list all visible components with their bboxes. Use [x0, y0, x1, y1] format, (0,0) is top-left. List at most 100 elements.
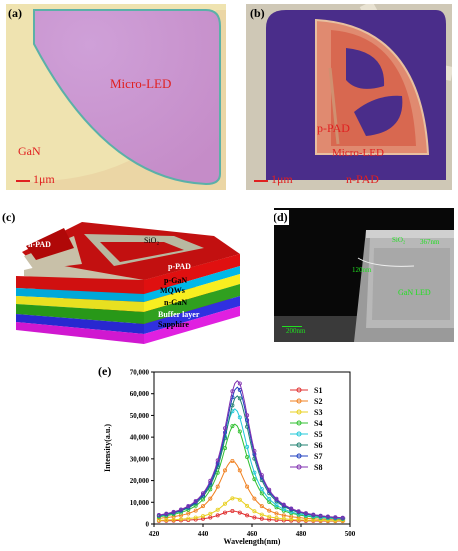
- data-point-S8: [245, 413, 250, 418]
- data-point-S3: [164, 517, 169, 522]
- data-point-S3: [237, 497, 242, 502]
- data-point-S5: [237, 415, 242, 420]
- panel-b-npad-label: n-PAD: [346, 172, 379, 186]
- data-point-S8: [237, 381, 242, 386]
- data-point-S8: [252, 449, 257, 454]
- data-point-S8: [230, 389, 235, 394]
- layer-label-pgan: p-GaN: [164, 276, 188, 285]
- legend-label-S1: S1: [314, 386, 322, 395]
- panel-b-image: [246, 4, 452, 190]
- panel-a-label: (a): [8, 6, 22, 20]
- x-tick-label: 440: [198, 530, 209, 538]
- legend-label-S2: S2: [314, 397, 322, 406]
- panel-e-label: (e): [98, 364, 112, 378]
- data-point-S3: [259, 512, 264, 517]
- data-point-S8: [267, 487, 272, 492]
- data-point-S8: [318, 513, 323, 518]
- layer-label-npad: n-PAD: [28, 240, 51, 249]
- data-point-S3: [267, 514, 272, 519]
- x-tick-label: 500: [345, 530, 356, 538]
- data-point-S3: [179, 517, 184, 522]
- panel-c-diagram: [16, 222, 240, 344]
- data-point-S2: [186, 511, 191, 516]
- legend-label-S4: S4: [314, 419, 322, 428]
- data-point-S5: [259, 487, 264, 492]
- panel-d-scale-label: 200nm: [286, 327, 306, 335]
- y-tick-label: 30,000: [130, 455, 150, 463]
- data-point-S8: [311, 512, 316, 517]
- data-point-S8: [156, 512, 161, 517]
- data-point-S1: [201, 516, 206, 521]
- panel-c-label: (c): [2, 210, 16, 224]
- data-point-S1: [215, 513, 220, 518]
- data-point-S8: [303, 511, 308, 516]
- data-point-S5: [274, 503, 279, 508]
- y-tick-label: 40,000: [130, 434, 150, 442]
- x-tick-label: 460: [247, 530, 258, 538]
- panel-d-image: [274, 208, 454, 342]
- layer-label-sapphire: Sapphire: [158, 320, 189, 329]
- legend-label-S5: S5: [314, 430, 322, 439]
- legend-label-S7: S7: [314, 452, 322, 461]
- data-point-S1: [230, 508, 235, 513]
- panel-a-microled-label: Micro-LED: [110, 76, 172, 91]
- data-point-S6: [237, 396, 242, 401]
- legend-marker-S6: [296, 442, 302, 448]
- data-point-S3: [252, 509, 257, 514]
- data-point-S8: [296, 509, 301, 514]
- data-point-S2: [274, 511, 279, 516]
- data-point-S5: [252, 470, 257, 475]
- panel-b-label: (b): [250, 6, 265, 20]
- y-tick-label: 10,000: [130, 499, 150, 507]
- data-point-S2: [252, 496, 257, 501]
- legend-marker-S7: [296, 453, 302, 459]
- data-point-S5: [267, 496, 272, 501]
- data-point-S8: [179, 507, 184, 512]
- data-point-S1: [245, 513, 250, 518]
- scale-bar: [254, 180, 268, 182]
- data-point-S4: [193, 503, 198, 508]
- data-point-S8: [274, 496, 279, 501]
- data-point-S3: [230, 496, 235, 501]
- data-point-S4: [237, 429, 242, 434]
- legend-label-S3: S3: [314, 408, 322, 417]
- y-tick-label: 20,000: [130, 477, 150, 485]
- legend-marker-S1: [296, 387, 302, 393]
- data-point-S1: [267, 517, 272, 522]
- panel-e: (e) 420 440 460 480 500 0 10,000 20,000 30,000 40…: [98, 364, 360, 546]
- data-point-S3: [281, 516, 286, 521]
- data-point-S3: [193, 515, 198, 520]
- data-point-S2: [201, 504, 206, 509]
- data-point-S8: [340, 515, 345, 520]
- data-point-S3: [303, 518, 308, 523]
- data-point-S3: [223, 501, 228, 506]
- data-point-S2: [223, 468, 228, 473]
- scale-bar: [282, 326, 302, 327]
- panel-a: (a) Micro-LED GaN 1μm: [6, 4, 226, 190]
- data-point-S1: [252, 515, 257, 520]
- data-point-S8: [171, 509, 176, 514]
- data-point-S3: [274, 515, 279, 520]
- data-point-S3: [171, 517, 176, 522]
- y-tick-label: 60,000: [130, 390, 150, 398]
- data-point-S8: [333, 515, 338, 520]
- panel-b-scale-label: 1μm: [271, 172, 293, 186]
- data-point-S4: [252, 477, 257, 482]
- data-point-S1: [208, 515, 213, 520]
- panel-a-image: [6, 4, 226, 190]
- data-point-S8: [186, 503, 191, 508]
- data-point-S5: [245, 444, 250, 449]
- data-point-S8: [215, 458, 220, 463]
- data-point-S2: [296, 515, 301, 520]
- y-axis-label: Intensity(a.u.): [103, 424, 112, 472]
- legend-marker-S3: [296, 409, 302, 415]
- data-point-S3: [201, 514, 206, 519]
- panel-c: (c) n-PAD SiO₂ p-PAD p-GaN MQWs n-GaN Bu…: [2, 206, 240, 346]
- x-tick-label: 420: [149, 530, 160, 538]
- data-point-S2: [237, 468, 242, 473]
- legend-marker-S8: [296, 464, 302, 470]
- legend-marker-S2: [296, 398, 302, 404]
- data-point-S1: [259, 516, 264, 521]
- panel-d-sio2-label: SiO₂: [392, 236, 406, 244]
- data-point-S8: [164, 511, 169, 516]
